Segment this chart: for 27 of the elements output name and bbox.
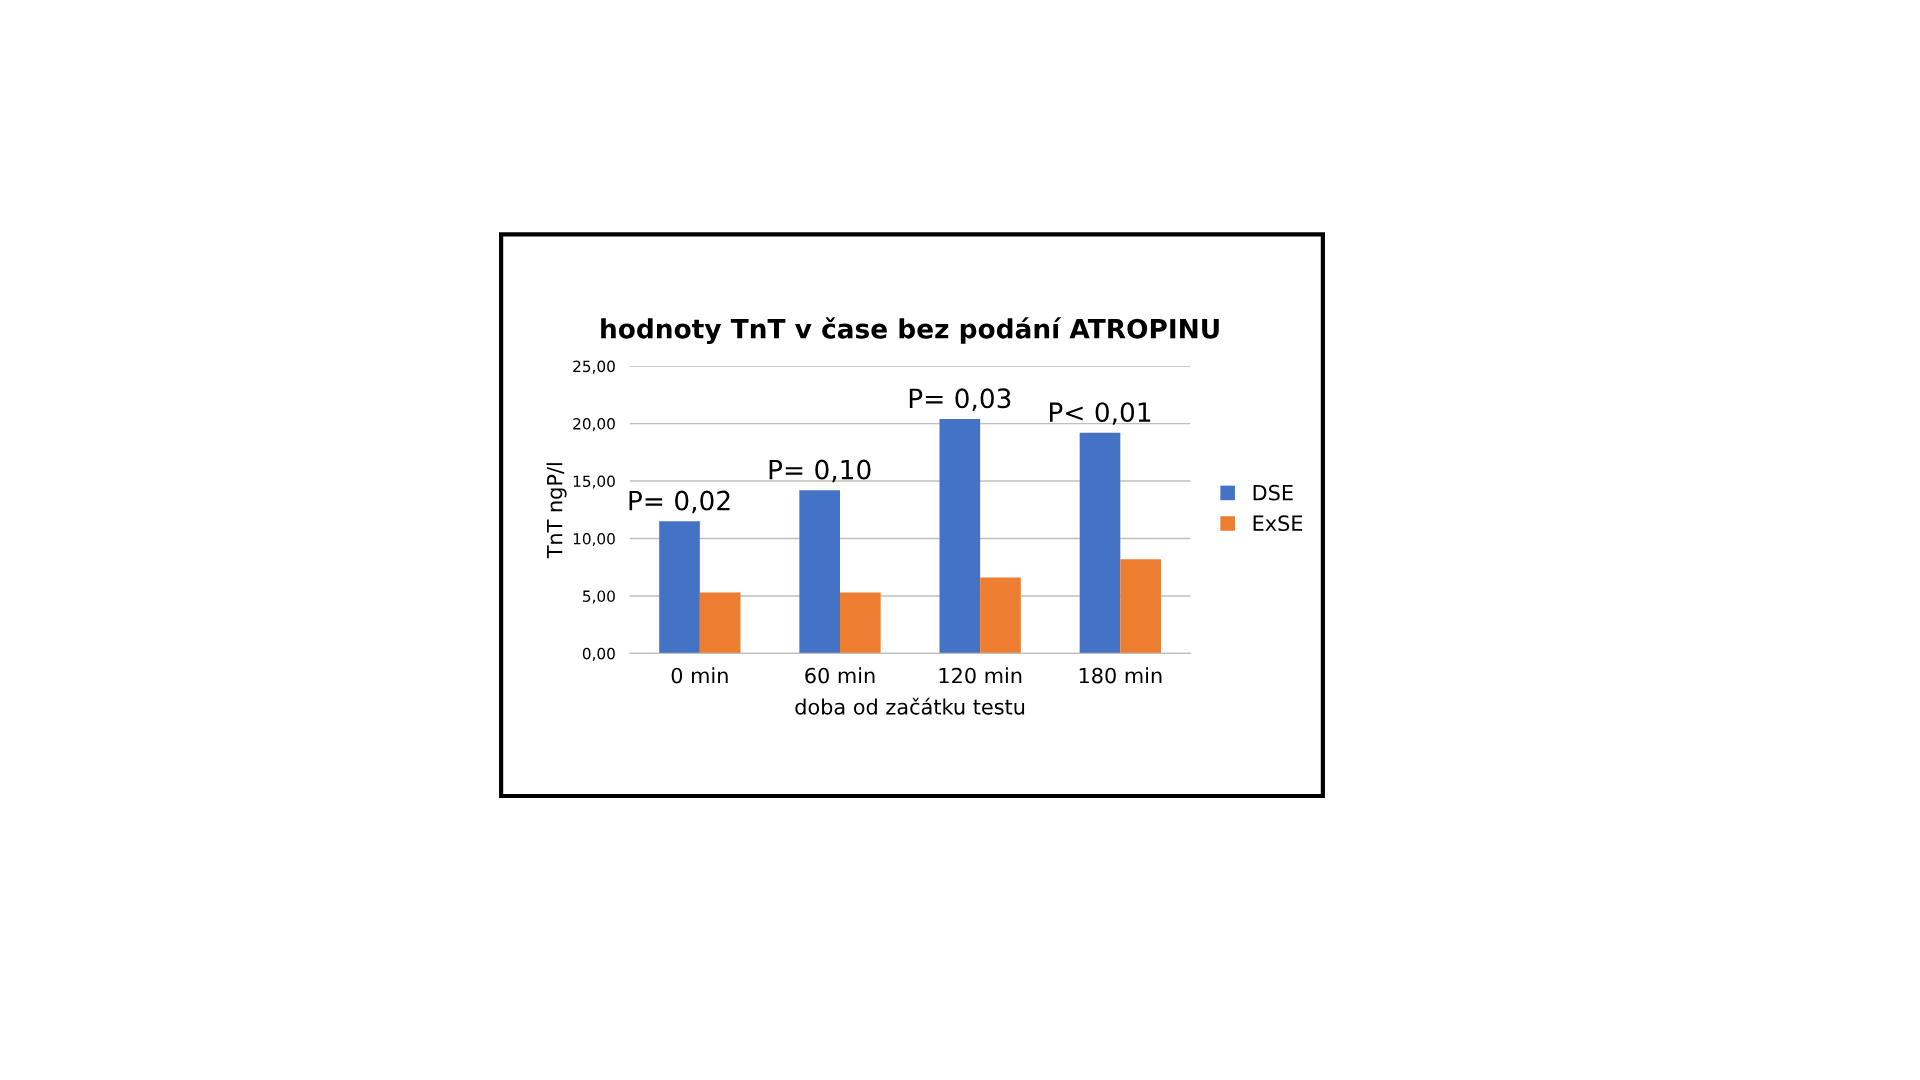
- bar: [840, 592, 881, 654]
- bar: [939, 418, 981, 654]
- annotation: P< 0,01: [1050, 402, 1151, 425]
- annotation: P= 0,10: [769, 459, 871, 483]
- x-axis-title: doba od začátku testu: [795, 697, 1025, 715]
- y-tick-label: 25,00: [573, 360, 615, 374]
- bar: [1120, 559, 1161, 654]
- legend-label: ExSE: [1253, 515, 1303, 532]
- y-tick-label: 0,00: [582, 647, 615, 661]
- annotation: P= 0,02: [629, 490, 730, 514]
- y-tick-label: 20,00: [573, 418, 615, 432]
- annotation: P= 0,03: [909, 388, 1011, 411]
- bar: [659, 521, 700, 654]
- chart-title: hodnoty TnT v čase bez podání ATROPINU: [601, 317, 1219, 345]
- x-tick-label: 0 min: [671, 667, 728, 684]
- x-tick-label: 120 min: [939, 667, 1022, 684]
- y-axis-title: TnT ngP/l: [546, 463, 567, 559]
- x-tick-label: 180 min: [1079, 667, 1162, 684]
- bar: [980, 577, 1021, 654]
- legend-label: DSE: [1253, 484, 1293, 501]
- y-tick-label: 5,00: [583, 590, 615, 604]
- bar: [1079, 432, 1121, 654]
- x-tick-label: 60 min: [805, 667, 875, 684]
- y-tick-label: 15,00: [573, 475, 615, 489]
- y-tick-label: 10,00: [573, 532, 615, 547]
- bar: [699, 592, 741, 654]
- bar: [799, 490, 840, 654]
